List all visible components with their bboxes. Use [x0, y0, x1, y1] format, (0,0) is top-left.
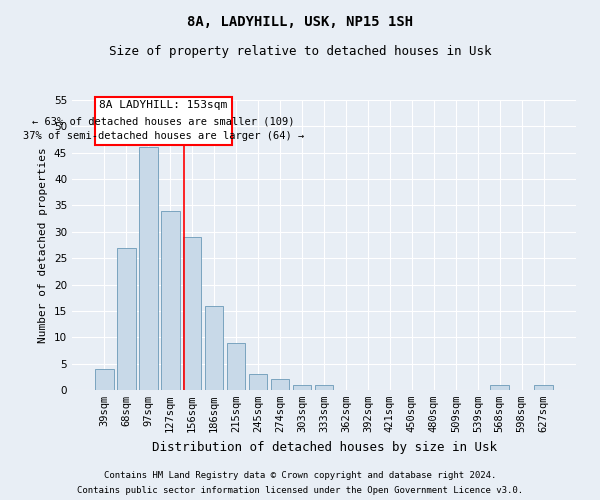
Bar [95, 369, 113, 390]
Text: 8A LADYHILL: 153sqm: 8A LADYHILL: 153sqm [100, 100, 228, 110]
Bar [227, 342, 245, 390]
Bar [314, 384, 334, 390]
Bar [205, 306, 223, 390]
Bar [293, 384, 311, 390]
Text: Contains HM Land Registry data © Crown copyright and database right 2024.: Contains HM Land Registry data © Crown c… [104, 471, 496, 480]
Text: 8A, LADYHILL, USK, NP15 1SH: 8A, LADYHILL, USK, NP15 1SH [187, 15, 413, 29]
Y-axis label: Number of detached properties: Number of detached properties [38, 147, 49, 343]
Text: Size of property relative to detached houses in Usk: Size of property relative to detached ho… [109, 45, 491, 58]
Text: 37% of semi-detached houses are larger (64) →: 37% of semi-detached houses are larger (… [23, 132, 304, 141]
Text: Contains public sector information licensed under the Open Government Licence v3: Contains public sector information licen… [77, 486, 523, 495]
Bar [117, 248, 136, 390]
Bar [271, 380, 289, 390]
Bar [139, 148, 158, 390]
Bar [183, 237, 202, 390]
Bar [490, 384, 509, 390]
Bar [161, 210, 179, 390]
Text: ← 63% of detached houses are smaller (109): ← 63% of detached houses are smaller (10… [32, 116, 295, 126]
X-axis label: Distribution of detached houses by size in Usk: Distribution of detached houses by size … [151, 440, 497, 454]
Bar [249, 374, 268, 390]
Bar [535, 384, 553, 390]
